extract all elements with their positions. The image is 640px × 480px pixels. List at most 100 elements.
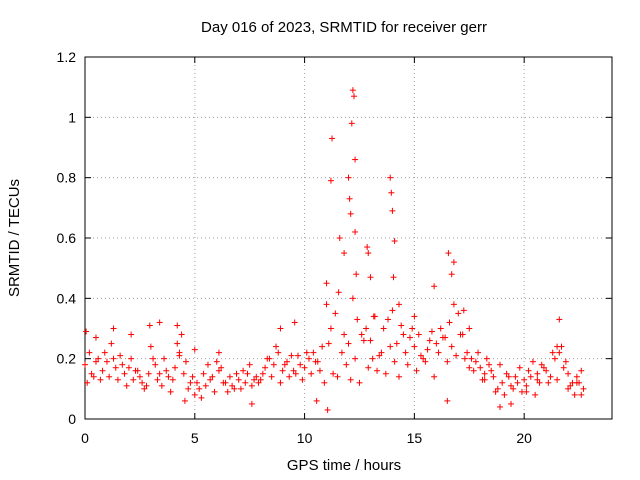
data-point [255,379,262,386]
data-point [121,370,128,377]
data-point [165,373,172,380]
data-point [211,388,218,395]
data-point [146,322,153,329]
data-point [305,355,312,362]
data-point [578,367,585,374]
data-point [512,373,519,380]
data-point [446,319,453,326]
data-point [277,325,284,332]
data-point [341,331,348,338]
data-point [288,352,295,359]
data-point [270,361,277,368]
data-point [347,376,354,383]
data-point [248,382,255,389]
data-point [310,349,317,356]
data-point [198,394,205,401]
data-point [132,367,139,374]
data-point [488,367,495,374]
data-point [567,382,574,389]
data-point [573,379,580,386]
data-point [363,325,370,332]
data-point [187,379,194,386]
data-point [262,364,269,371]
data-point [332,310,339,317]
data-point [529,358,536,365]
data-point [143,382,150,389]
data-point [349,295,356,302]
data-point [246,361,253,368]
data-point [349,87,356,94]
data-point [273,343,280,350]
data-point [348,120,355,127]
data-point [218,364,225,371]
data-point [231,385,238,392]
data-point [169,376,176,383]
x-tick-label: 5 [191,430,199,446]
data-point [110,325,117,332]
data-point [540,364,547,371]
data-point [547,373,554,380]
data-point [461,355,468,362]
data-point [396,301,403,308]
data-point [523,382,530,389]
data-point [457,331,464,338]
data-point [176,349,183,356]
x-tick-label: 0 [81,430,89,446]
data-point [82,361,88,368]
data-point [523,388,530,395]
data-point [152,361,159,368]
data-point [204,361,211,368]
data-point [86,349,93,356]
data-point [301,364,308,371]
data-point [472,358,479,365]
data-point [229,382,236,389]
data-point [334,373,341,380]
data-point [345,340,352,347]
data-point [84,379,91,386]
data-point [90,373,97,380]
y-tick-label: 0.8 [57,170,77,186]
data-point [364,244,371,251]
data-point [578,391,585,398]
data-point [389,307,396,314]
data-point [521,376,528,383]
data-point [161,355,168,362]
data-point [224,388,231,395]
data-point [477,364,484,371]
data-point [183,358,190,365]
data-point [503,370,510,377]
data-point [444,358,451,365]
data-point [505,373,512,380]
data-point [277,379,284,386]
data-point [106,373,113,380]
data-point [565,370,572,377]
data-point [233,370,240,377]
data-point [338,349,345,356]
data-point [336,235,343,241]
data-point [420,355,427,362]
data-point [439,334,446,341]
data-point [312,358,319,365]
data-point [268,373,275,380]
data-point [448,343,455,350]
data-point [367,337,374,344]
data-point [385,316,392,323]
data-point [343,361,350,368]
data-point [158,382,165,389]
y-axis-label: SRMTID / TECUs [6,179,23,297]
data-point [319,343,326,350]
data-point [428,328,435,335]
data-point [481,370,488,377]
data-point [354,316,361,323]
data-point [481,376,488,383]
data-point [466,364,473,371]
data-point [200,370,207,377]
data-point [389,207,396,214]
data-point [202,382,209,389]
data-point [123,382,130,389]
data-point [360,337,367,344]
tick-labels: 0 0.2 0.4 0.6 0.8 1 1.2 0 5 10 15 20 [57,49,533,446]
data-point [450,301,457,308]
data-point [393,340,400,347]
